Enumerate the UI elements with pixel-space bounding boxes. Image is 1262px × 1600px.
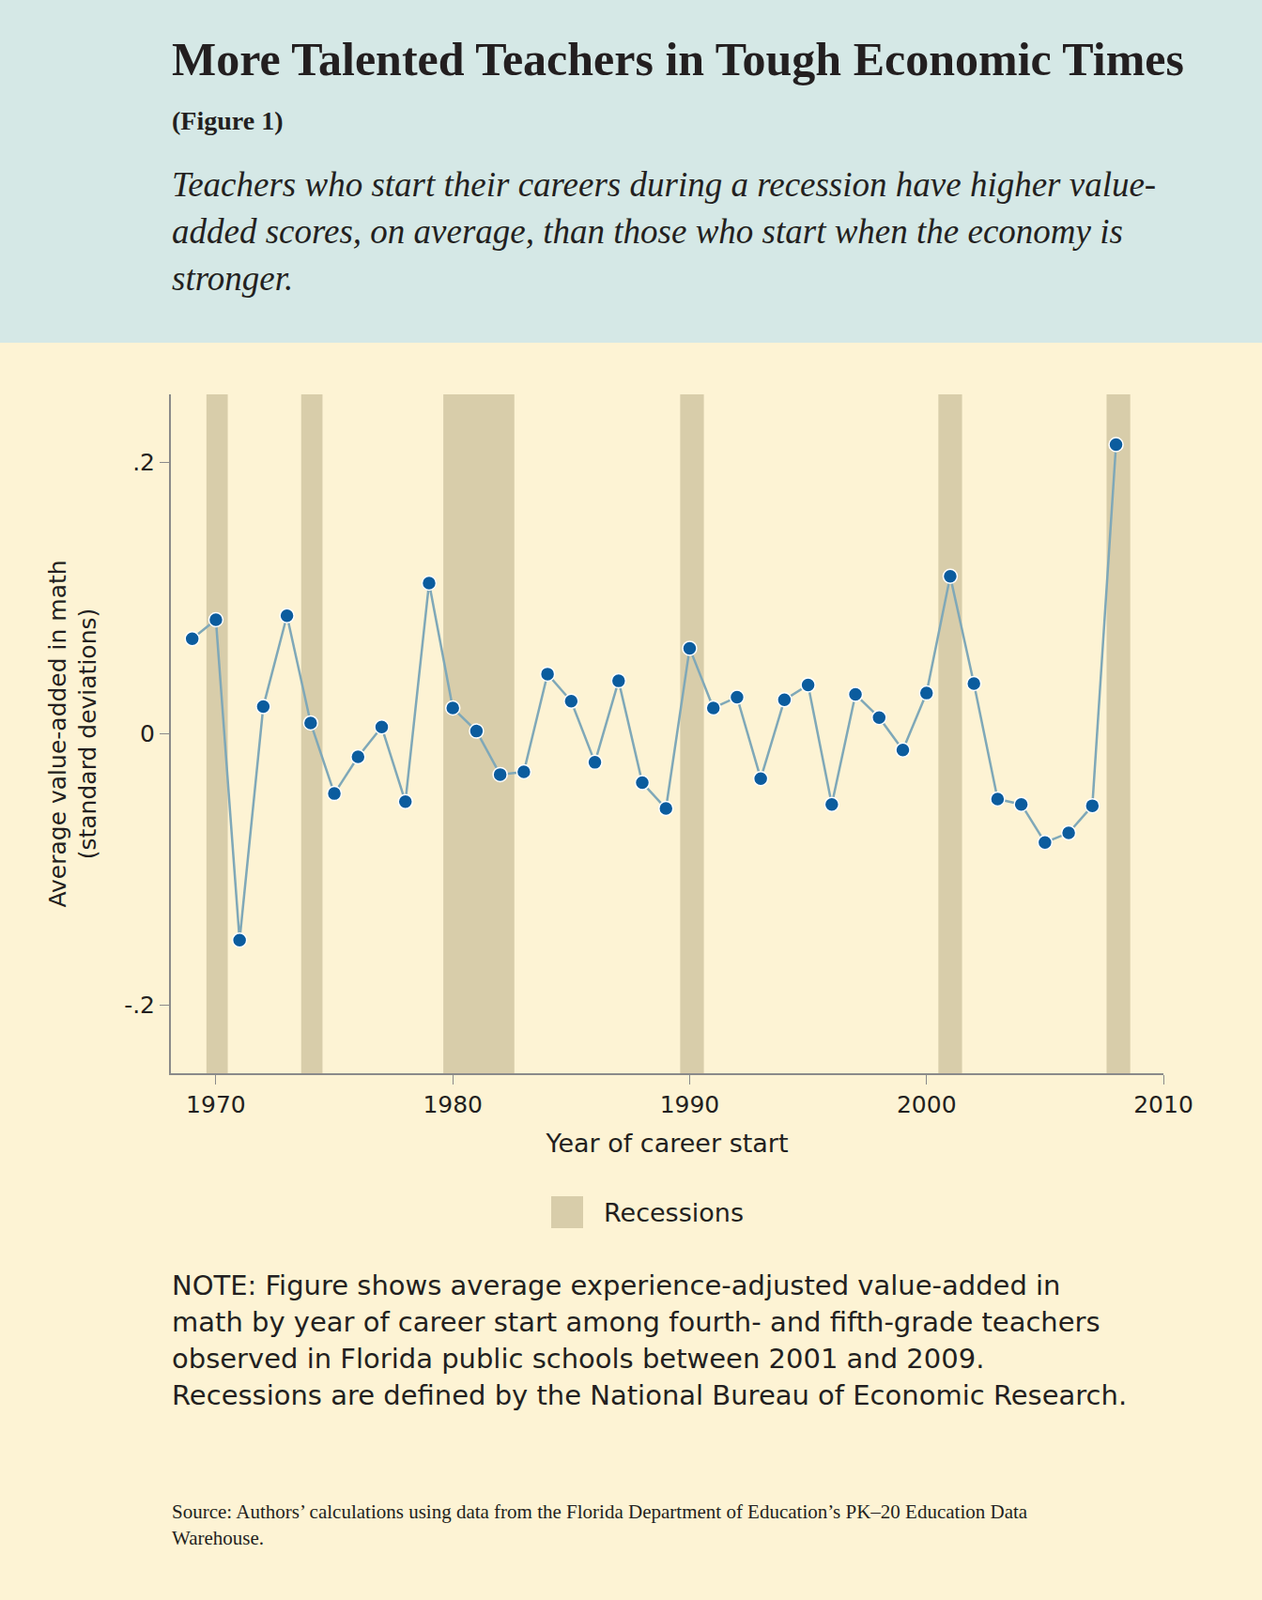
svg-text:1970: 1970 — [185, 1091, 247, 1119]
html-text:NOTE: Figure shows average exp: NOTE: Figure shows average experience-ad… — [171, 1269, 1127, 1412]
html-text:Teachers who start their caree: Teachers who start their careers during … — [171, 165, 1157, 298]
html-text:Source: Authors’ calculations: Source: Authors’ calculations using data… — [171, 1500, 1028, 1550]
svg-text:.2: .2 — [132, 448, 155, 477]
svg-text:Year of career start: Year of career start — [544, 1128, 788, 1158]
svg-text:-.2: -.2 — [123, 991, 155, 1019]
svg-text:0: 0 — [139, 720, 155, 748]
svg-text:Average value-added in math(st: Average value-added in math(standard dev… — [44, 559, 103, 908]
svg-text:2000: 2000 — [896, 1091, 957, 1119]
html-text:(Figure 1): (Figure 1) — [171, 106, 284, 136]
html-text:More Talented Teachers in Toug: More Talented Teachers in Tough Economic… — [171, 32, 1185, 86]
svg-text:1980: 1980 — [422, 1091, 483, 1119]
svg-text:2010: 2010 — [1133, 1091, 1194, 1119]
html-text:Recessions: Recessions — [603, 1197, 744, 1227]
svg-text:1990: 1990 — [660, 1091, 721, 1119]
